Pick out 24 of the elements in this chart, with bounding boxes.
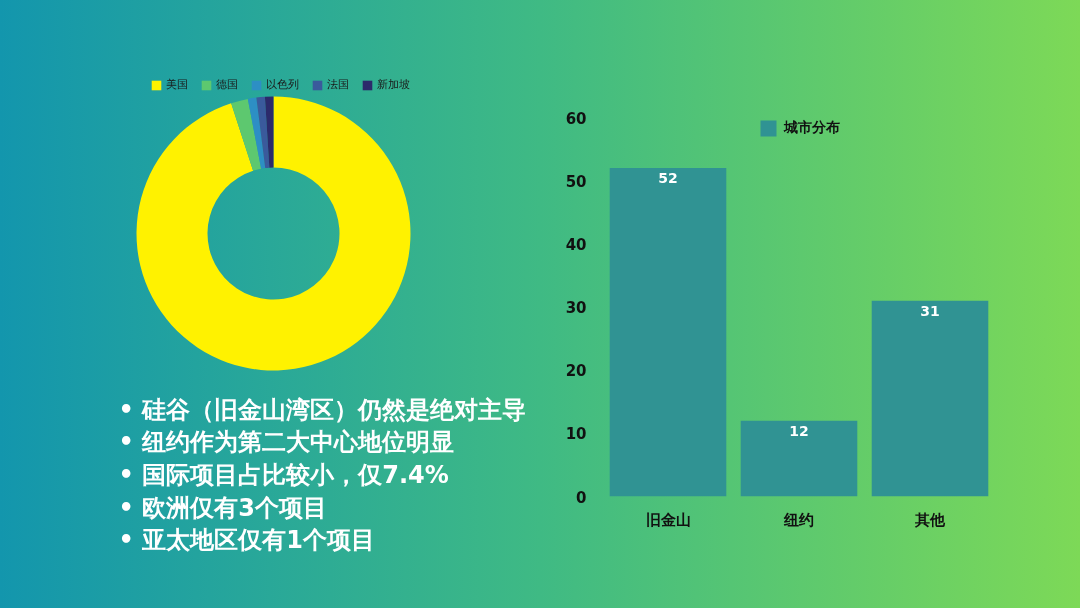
- legend-label: 美国: [166, 77, 188, 92]
- legend-label: 德国: [216, 77, 238, 92]
- text: • 亚太地区仅有1个项目: [118, 526, 375, 555]
- text: • 纽约作为第二大中心地位明显: [118, 428, 455, 457]
- x-tick-label: 纽约: [783, 510, 814, 529]
- x-tick-label: 其他: [914, 510, 946, 529]
- legend-label: 新加坡: [377, 77, 410, 92]
- y-tick-label: 10: [565, 425, 587, 444]
- text: • 欧洲仅有3个项目: [118, 493, 327, 522]
- legend-label: 城市分布: [783, 119, 840, 137]
- text: • 硅谷（旧金山湾区）仍然是绝对主导: [118, 395, 527, 424]
- y-tick-label: 20: [565, 362, 587, 381]
- legend-label: 以色列: [266, 77, 299, 92]
- data-label: 31: [920, 302, 940, 319]
- y-tick-label: 40: [565, 235, 587, 254]
- y-tick-label: 0: [576, 488, 587, 507]
- y-tick-label: 50: [565, 172, 587, 191]
- y-tick-label: 60: [565, 109, 587, 128]
- data-label: 52: [658, 170, 678, 187]
- data-label: 12: [789, 422, 809, 439]
- y-tick-label: 30: [565, 299, 587, 317]
- text: • 国际项目占比较小，仅7.4%: [118, 460, 449, 489]
- x-tick-label: 旧金山: [645, 510, 691, 529]
- legend-label: 法国: [327, 77, 349, 92]
